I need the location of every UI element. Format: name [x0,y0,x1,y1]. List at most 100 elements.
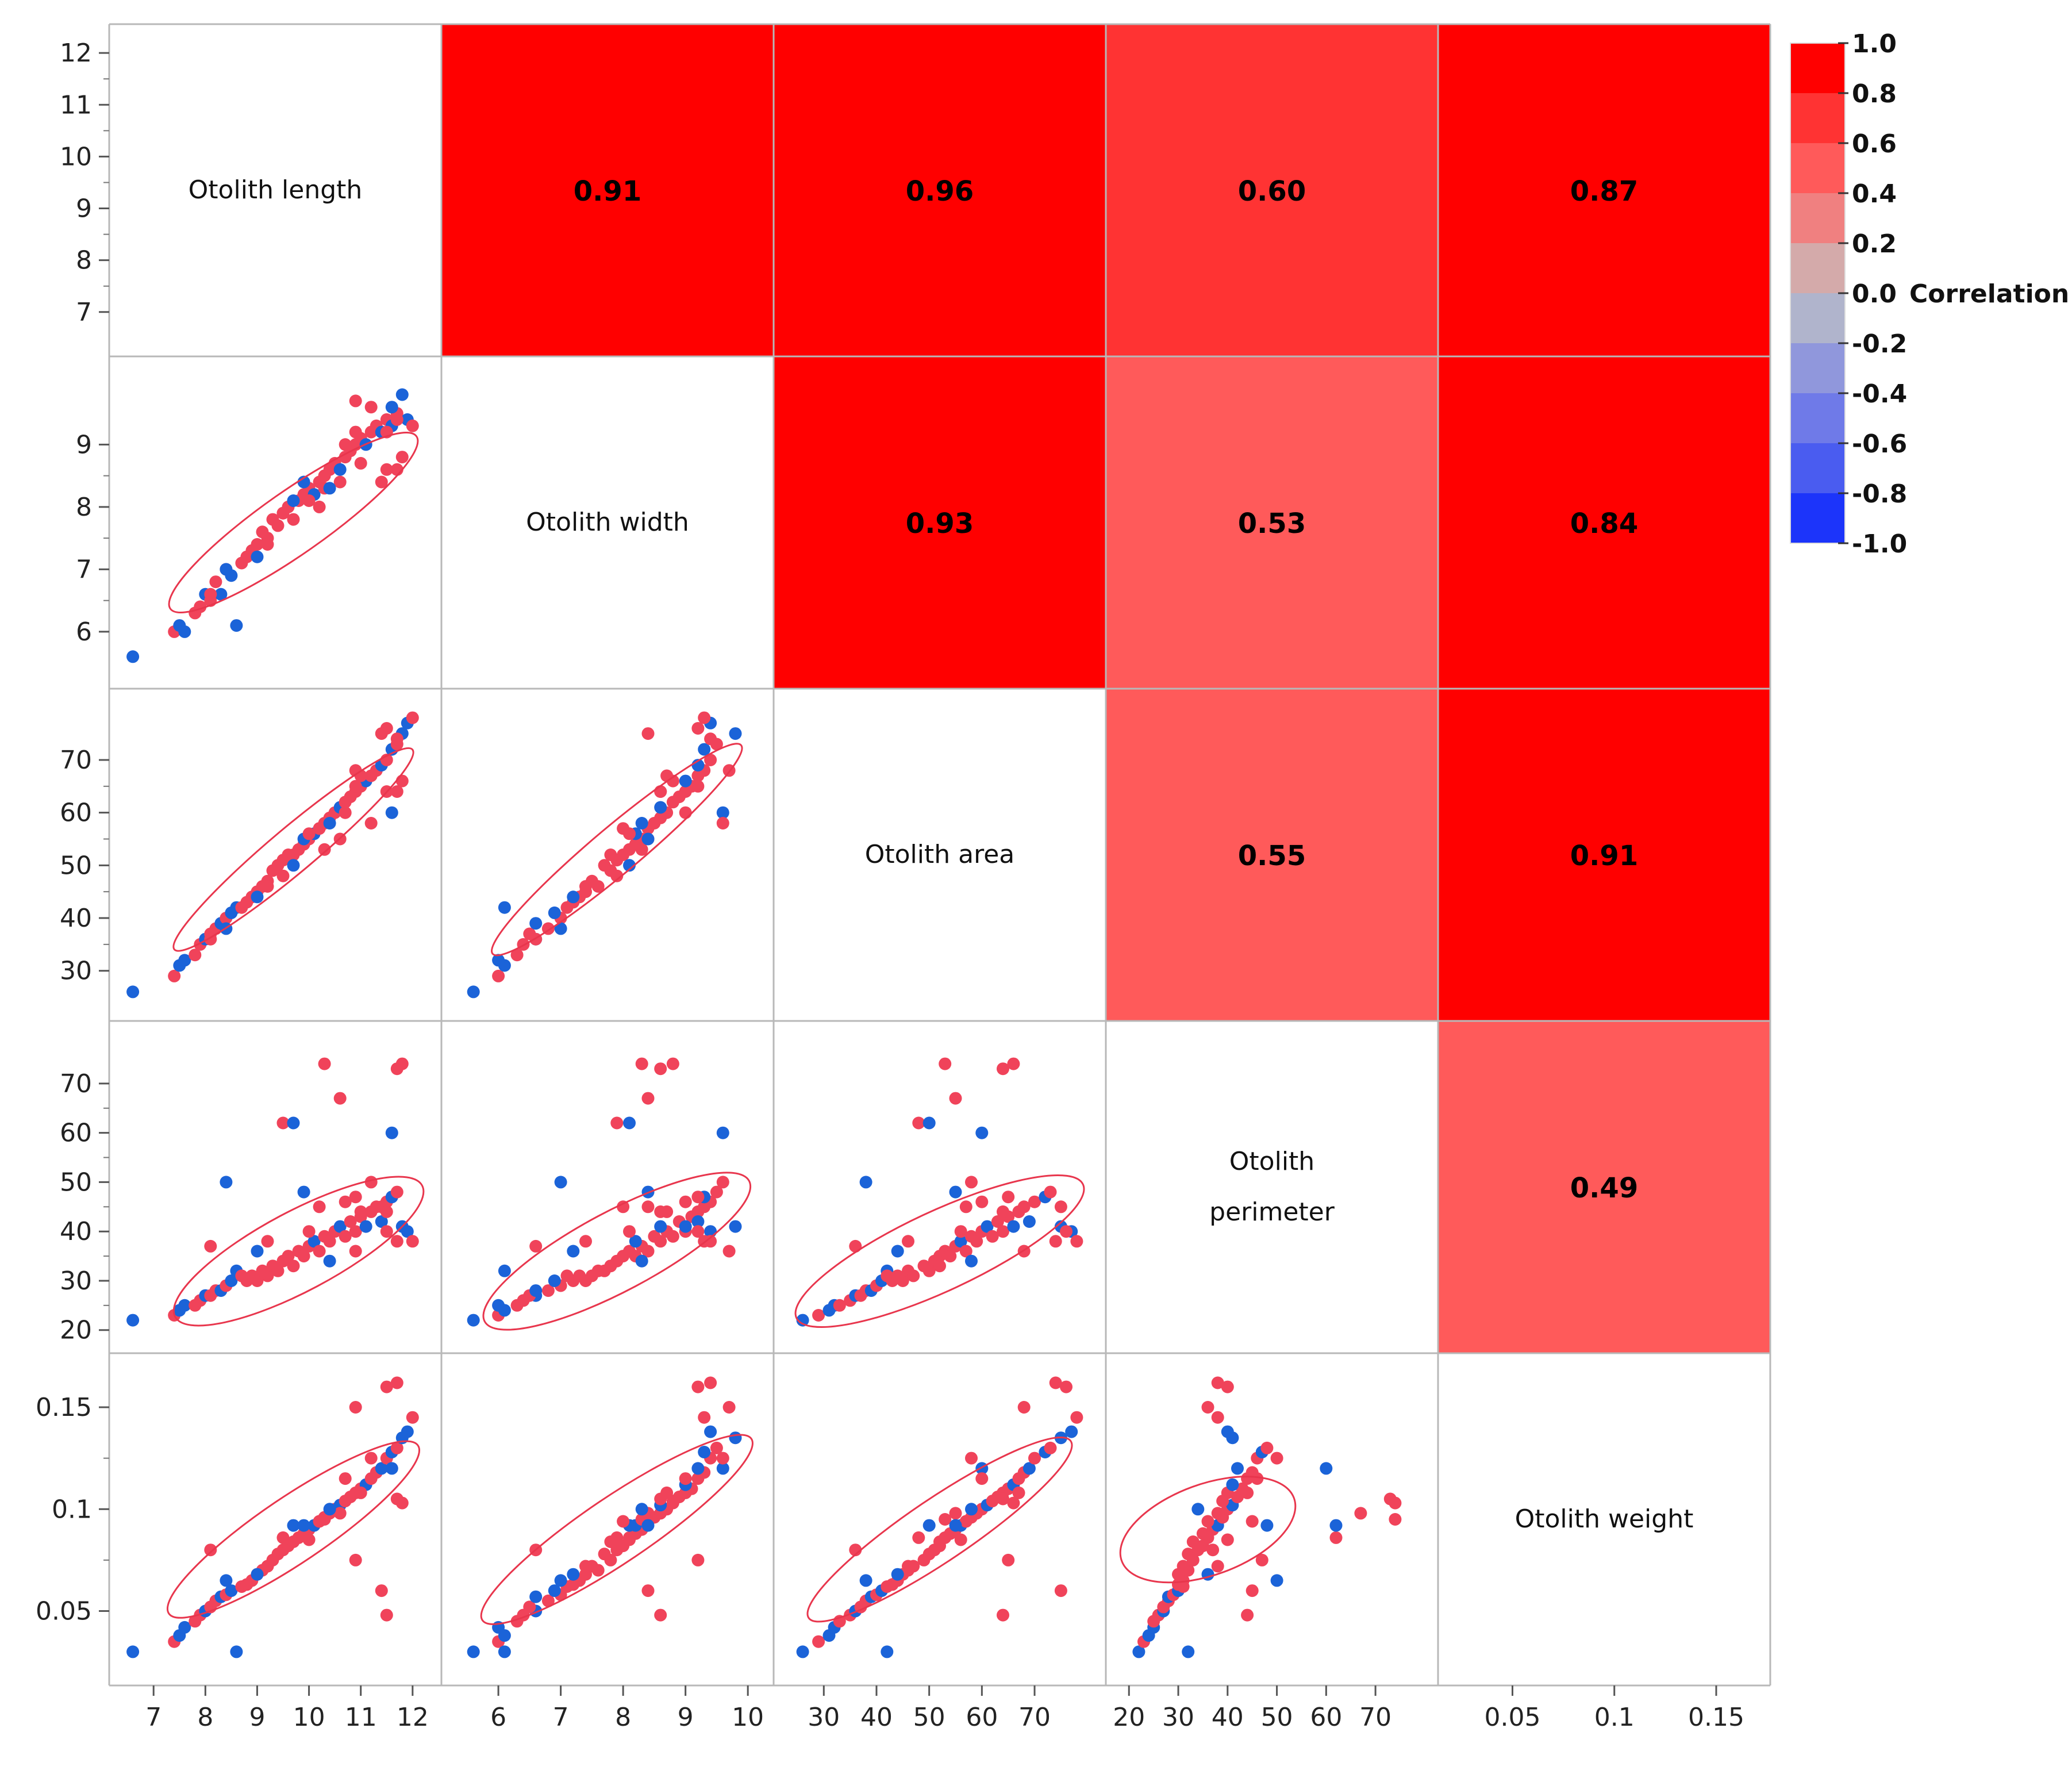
legend-band-0 [1790,43,1845,94]
point-3-2-40-group-blue [1022,1215,1036,1228]
point-3-1-12-group-blue [498,1264,511,1277]
point-4-2-46-group-red [1070,1411,1083,1424]
point-3-0-28-group-red [313,1245,326,1258]
point-4-3-61-group-red [1206,1543,1220,1557]
y-tick-label-otolith-width-1: 7 [76,555,92,584]
point-3-1-44-group-blue [729,1220,742,1233]
point-3-2-54-group-red [965,1176,978,1189]
y-tick-label-otolith-width-3: 9 [76,430,92,459]
correlation-label-2-3: 0.55 [1238,840,1306,872]
ellipse-2-1 [491,743,743,957]
point-4-3-65-group-blue [1260,1519,1274,1532]
y-tick-label-otolith-area-2: 50 [60,851,92,880]
legend-band-9 [1790,493,1845,544]
point-3-2-70-group-blue [965,1254,978,1268]
point-4-1-57-group-red [704,1376,717,1389]
x-tick-label-otolith-area-3: 60 [966,1703,998,1732]
y-tick-label-otolith-perimeter-3: 50 [60,1168,92,1197]
legend-band-5 [1790,293,1845,344]
point-2-1-3-group-blue [492,954,505,967]
point-4-3-66-group-red [1251,1472,1264,1485]
point-1-0-59-group-red [313,500,326,513]
point-4-2-65-group-blue [949,1519,962,1532]
point-4-1-66-group-red [679,1472,692,1485]
point-4-1-8-group-red [541,1594,555,1607]
x-tick-label-otolith-width-4: 10 [732,1703,764,1732]
y-tick-label-otolith-length-1: 8 [76,246,92,275]
point-4-3-37-group-blue [1226,1478,1239,1491]
point-4-0-68-group-blue [251,1568,264,1581]
correlation-label-2-4: 0.91 [1570,840,1638,872]
correlation-label-1-3: 0.53 [1238,508,1306,540]
legend-tick-label-7: -0.4 [1852,379,1907,409]
point-3-1-70-group-blue [635,1254,648,1268]
point-2-0-70-group-blue [323,817,336,830]
point-3-1-0-group-blue [467,1314,480,1327]
point-1-0-8-group-red [209,575,222,589]
point-3-1-33-group-red [666,1230,679,1243]
point-1-0-60-group-blue [220,563,233,576]
point-4-2-57-group-red [1049,1376,1062,1389]
point-4-1-20-group-red [598,1548,611,1561]
point-4-2-55-group-red [1017,1401,1031,1414]
legend-tick-label-3: 0.4 [1852,179,1897,209]
legend-band-6 [1790,343,1845,394]
point-2-0-62-group-red [375,727,388,740]
point-2-1-67-group-red [579,880,592,893]
point-3-0-33-group-red [339,1230,352,1243]
ellipse-3-2 [794,1174,1085,1328]
point-4-2-61-group-red [849,1543,862,1557]
point-4-3-63-group-red [1241,1608,1254,1622]
point-4-0-50-group-red [333,1507,347,1520]
correlation-cell-0-2 [774,24,1106,356]
x-tick-label-otolith-area-0: 30 [808,1703,840,1732]
point-3-2-28-group-red [959,1245,972,1258]
point-4-2-41-group-red [1028,1452,1041,1465]
x-tick-label-otolith-weight-0: 0.05 [1484,1703,1540,1732]
legend-tick-label-6: -0.2 [1852,329,1907,359]
point-4-3-57-group-red [1211,1376,1224,1389]
point-3-1-59-group-red [617,1200,630,1214]
correlation-label-0-3: 0.60 [1238,175,1306,208]
point-2-1-1-group-red [492,969,505,982]
point-3-2-50-group-red [949,1092,962,1105]
point-3-0-66-group-red [339,1195,352,1208]
ellipse-4-1 [480,1434,754,1625]
point-4-0-55-group-red [349,1401,362,1414]
diagonal-label-otolith-weight: Otolith weight [1515,1504,1694,1534]
legend-band-2 [1790,143,1845,194]
point-3-1-61-group-red [529,1239,543,1253]
point-3-1-23-group-red [604,1260,617,1273]
point-4-3-60-group-blue [1270,1574,1283,1587]
point-2-1-11-group-blue [548,906,561,919]
point-4-0-53-group-red [395,1496,409,1510]
point-4-2-60-group-blue [859,1574,872,1587]
point-3-2-68-group-blue [891,1245,904,1258]
point-1-0-67-group-red [261,538,274,551]
diagonal-label-otolith-length: Otolith length [189,175,363,205]
point-3-1-8-group-red [541,1284,555,1297]
y-tick-label-otolith-length-0: 7 [76,298,92,327]
point-2-1-56-group-red [691,722,705,735]
point-2-0-69-group-red [302,827,316,840]
point-3-2-16-group-red [896,1274,909,1287]
x-tick-label-otolith-length-5: 12 [397,1703,429,1732]
point-3-1-63-group-red [654,1205,667,1218]
point-3-2-51-group-blue [975,1126,989,1139]
point-2-1-70-group-blue [635,817,648,830]
point-4-1-59-group-red [617,1515,630,1528]
x-tick-label-otolith-area-4: 70 [1018,1703,1051,1732]
point-3-1-60-group-blue [554,1176,567,1189]
point-3-2-41-group-red [1028,1195,1041,1208]
point-3-0-59-group-red [313,1200,326,1214]
x-tick-label-otolith-perimeter-1: 30 [1162,1703,1194,1732]
point-3-0-34-group-red [344,1215,357,1228]
point-3-0-25-group-red [297,1250,310,1263]
point-3-0-61-group-red [204,1239,217,1253]
point-3-2-65-group-blue [949,1185,962,1199]
point-4-2-66-group-red [975,1472,989,1485]
point-4-0-43-group-red [390,1441,403,1454]
point-2-0-4-group-red [189,949,202,962]
point-4-0-66-group-red [339,1472,352,1485]
